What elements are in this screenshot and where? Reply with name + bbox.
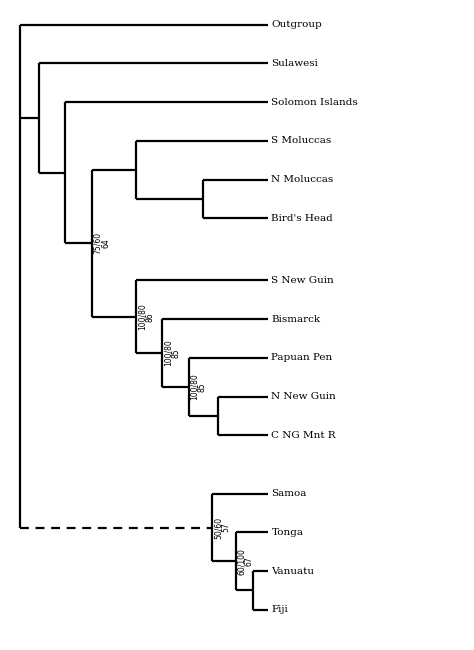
Text: 86: 86 [145, 312, 154, 322]
Text: Bismarck: Bismarck [272, 315, 320, 324]
Text: S Moluccas: S Moluccas [272, 136, 332, 146]
Text: 85: 85 [172, 348, 181, 358]
Text: Fiji: Fiji [272, 605, 288, 614]
Text: 67: 67 [245, 556, 254, 566]
Text: N Moluccas: N Moluccas [272, 175, 334, 184]
Text: Papuan Pen: Papuan Pen [272, 354, 333, 363]
Text: 85: 85 [198, 382, 207, 392]
Text: Solomon Islands: Solomon Islands [272, 98, 358, 107]
Text: Outgroup: Outgroup [272, 20, 322, 29]
Text: Sulawesi: Sulawesi [272, 59, 318, 68]
Text: S New Guin: S New Guin [272, 276, 334, 285]
Text: Tonga: Tonga [272, 528, 303, 537]
Text: 50/60: 50/60 [214, 517, 223, 539]
Text: 75/60: 75/60 [93, 232, 102, 254]
Text: 100/80: 100/80 [137, 304, 146, 330]
Text: 100/80: 100/80 [164, 340, 173, 367]
Text: Bird's Head: Bird's Head [272, 214, 333, 223]
Text: 64: 64 [101, 239, 110, 248]
Text: C NG Mnt R: C NG Mnt R [272, 431, 336, 440]
Text: 60/100: 60/100 [237, 548, 246, 575]
Text: N New Guin: N New Guin [272, 392, 336, 401]
Text: Vanuatu: Vanuatu [272, 567, 314, 576]
Text: Samoa: Samoa [272, 489, 307, 498]
Text: 57: 57 [221, 523, 230, 532]
Text: 100/80: 100/80 [190, 374, 199, 400]
